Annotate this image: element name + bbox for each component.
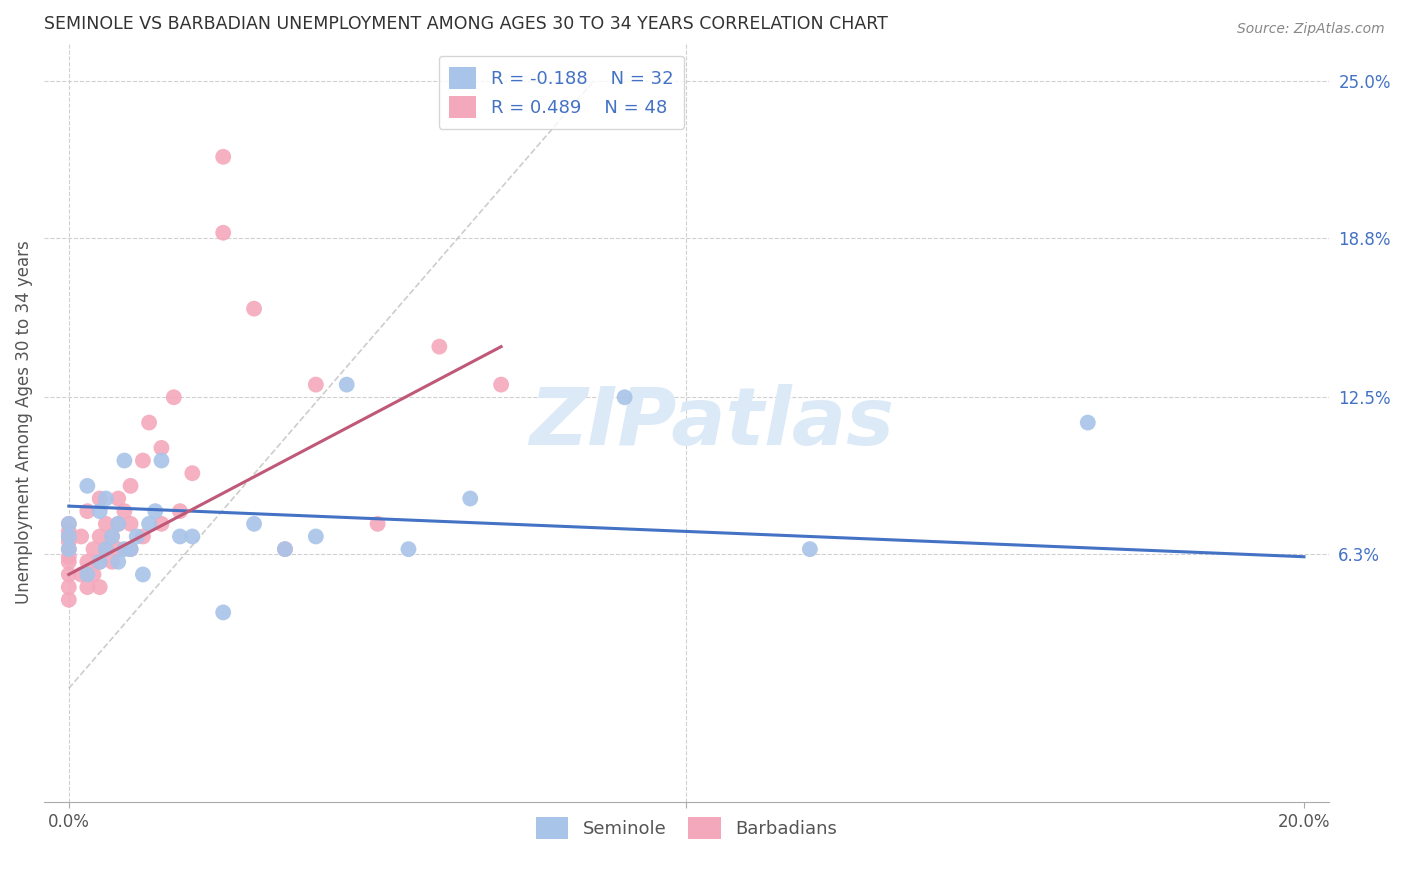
Point xyxy=(398,542,420,557)
Text: ZIPatlas: ZIPatlas xyxy=(530,384,894,461)
Point xyxy=(169,529,191,543)
Point xyxy=(150,441,173,455)
Point xyxy=(107,516,129,531)
Point xyxy=(76,567,98,582)
Point xyxy=(76,580,98,594)
Point xyxy=(89,555,111,569)
Legend: Seminole, Barbadians: Seminole, Barbadians xyxy=(529,810,844,847)
Point xyxy=(163,390,186,404)
Point xyxy=(58,516,80,531)
Point xyxy=(112,504,135,518)
Point xyxy=(83,542,105,557)
Text: Source: ZipAtlas.com: Source: ZipAtlas.com xyxy=(1237,22,1385,37)
Point xyxy=(212,606,235,620)
Point xyxy=(489,377,512,392)
Point xyxy=(94,542,117,557)
Point xyxy=(58,516,80,531)
Point xyxy=(58,555,80,569)
Point xyxy=(169,504,191,518)
Point xyxy=(132,567,155,582)
Point xyxy=(107,491,129,506)
Point xyxy=(274,542,297,557)
Text: SEMINOLE VS BARBADIAN UNEMPLOYMENT AMONG AGES 30 TO 34 YEARS CORRELATION CHART: SEMINOLE VS BARBADIAN UNEMPLOYMENT AMONG… xyxy=(44,15,889,33)
Point xyxy=(70,529,93,543)
Point xyxy=(58,542,80,557)
Point xyxy=(101,529,124,543)
Point xyxy=(58,567,80,582)
Point xyxy=(76,555,98,569)
Point xyxy=(76,479,98,493)
Point xyxy=(458,491,481,506)
Point xyxy=(58,524,80,539)
Point xyxy=(89,555,111,569)
Point xyxy=(94,542,117,557)
Point xyxy=(305,377,328,392)
Point xyxy=(58,549,80,564)
Point xyxy=(94,516,117,531)
Y-axis label: Unemployment Among Ages 30 to 34 years: Unemployment Among Ages 30 to 34 years xyxy=(15,241,32,605)
Point xyxy=(107,555,129,569)
Point xyxy=(89,529,111,543)
Point xyxy=(58,580,80,594)
Point xyxy=(212,150,235,164)
Point xyxy=(427,340,450,354)
Point xyxy=(181,466,204,480)
Point xyxy=(83,567,105,582)
Point xyxy=(613,390,636,404)
Point xyxy=(89,504,111,518)
Point xyxy=(101,529,124,543)
Point xyxy=(799,542,821,557)
Point xyxy=(58,529,80,543)
Point xyxy=(120,479,142,493)
Point xyxy=(138,516,160,531)
Point xyxy=(150,453,173,467)
Point xyxy=(305,529,328,543)
Point xyxy=(58,542,80,557)
Point xyxy=(125,529,148,543)
Point xyxy=(132,529,155,543)
Point xyxy=(112,542,135,557)
Point xyxy=(58,592,80,607)
Point xyxy=(274,542,297,557)
Point xyxy=(212,226,235,240)
Point xyxy=(181,529,204,543)
Point xyxy=(101,555,124,569)
Point xyxy=(150,516,173,531)
Point xyxy=(58,534,80,549)
Point xyxy=(94,491,117,506)
Point xyxy=(89,580,111,594)
Point xyxy=(76,504,98,518)
Point xyxy=(58,529,80,543)
Point xyxy=(367,516,389,531)
Point xyxy=(120,542,142,557)
Point xyxy=(107,516,129,531)
Point xyxy=(243,516,266,531)
Point xyxy=(70,567,93,582)
Point xyxy=(120,516,142,531)
Point xyxy=(120,542,142,557)
Point xyxy=(89,491,111,506)
Point xyxy=(1077,416,1099,430)
Point xyxy=(112,453,135,467)
Point xyxy=(138,416,160,430)
Point xyxy=(143,504,166,518)
Point xyxy=(132,453,155,467)
Point xyxy=(336,377,359,392)
Point xyxy=(243,301,266,316)
Point xyxy=(107,542,129,557)
